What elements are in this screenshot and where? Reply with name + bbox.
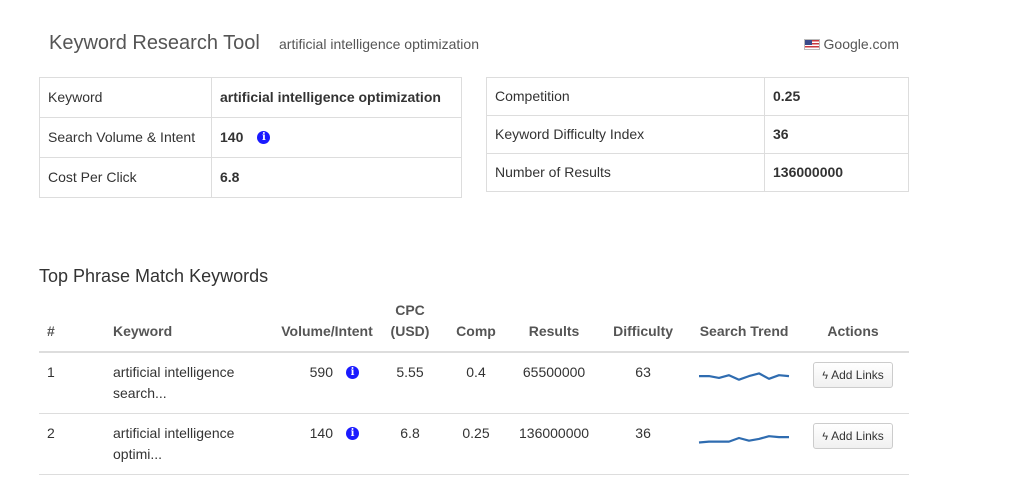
section-title: Top Phrase Match Keywords <box>39 266 269 286</box>
info-icon[interactable]: i <box>346 366 359 379</box>
table-row: 2 artificial intelligence optimi... 140 … <box>39 413 909 475</box>
row-cpc: 5.55 <box>381 352 439 414</box>
cpc-value: 6.8 <box>211 157 462 198</box>
sparkline-line <box>699 372 790 381</box>
summary-row-difficulty: Keyword Difficulty Index 36 <box>486 115 909 154</box>
summary-row-results: Number of Results 136000000 <box>486 153 909 192</box>
col-header-actions: Actions <box>797 300 909 353</box>
keyword-summary-table: Keyword artificial intelligence optimiza… <box>39 77 462 198</box>
table-row: 1 artificial intelligence search... 590 … <box>39 352 909 414</box>
add-links-button[interactable]: ϟ Add Links <box>813 423 893 449</box>
row-number: 1 <box>39 352 107 414</box>
cpc-label: Cost Per Click <box>39 157 212 198</box>
col-header-keyword: Keyword <box>107 300 273 353</box>
col-header-num: # <box>39 300 107 353</box>
us-flag-icon <box>803 38 820 50</box>
keyword-label: Keyword <box>39 77 212 118</box>
col-header-difficulty: Difficulty <box>595 300 692 353</box>
col-header-trend: Search Trend <box>691 300 798 353</box>
summary-row-cpc: Cost Per Click 6.8 <box>39 157 462 198</box>
search-query: artificial intelligence optimization <box>279 36 479 52</box>
summary-row-keyword: Keyword artificial intelligence optimiza… <box>39 77 462 118</box>
phrase-match-table: # Keyword Volume/Intent CPC (USD) Comp R… <box>39 300 909 475</box>
col-header-results: Results <box>513 300 596 353</box>
add-links-label: Add Links <box>831 429 884 443</box>
difficulty-label: Keyword Difficulty Index <box>486 115 765 154</box>
add-links-button[interactable]: ϟ Add Links <box>813 362 893 388</box>
add-links-label: Add Links <box>831 368 884 382</box>
search-engine-label: Google.com <box>823 36 899 52</box>
col-header-volume: Volume/Intent <box>273 300 381 353</box>
competition-label: Competition <box>486 77 765 116</box>
competition-value: 0.25 <box>764 77 909 116</box>
page-header: Keyword Research Tool artificial intelli… <box>49 31 909 57</box>
table-header-row: # Keyword Volume/Intent CPC (USD) Comp R… <box>39 300 909 353</box>
difficulty-value: 36 <box>764 115 909 154</box>
search-trend-sparkline <box>699 372 790 381</box>
results-value: 136000000 <box>764 153 909 192</box>
row-comp: 0.25 <box>439 413 513 475</box>
search-volume-value: 140 <box>220 129 244 145</box>
bolt-icon: ϟ <box>822 370 829 382</box>
summary-row-volume: Search Volume & Intent 140 i <box>39 117 462 158</box>
row-results: 65500000 <box>513 352 596 414</box>
row-difficulty: 63 <box>595 352 692 414</box>
competition-summary-table: Competition 0.25 Keyword Difficulty Inde… <box>486 77 909 192</box>
page-title: Keyword Research Tool <box>49 32 260 54</box>
sparkline-line <box>698 435 790 444</box>
search-engine[interactable]: Google.com <box>803 36 899 52</box>
row-difficulty: 36 <box>595 413 692 475</box>
row-comp: 0.4 <box>439 352 513 414</box>
row-keyword[interactable]: artificial intelligence search... <box>107 352 273 414</box>
row-number: 2 <box>39 413 107 475</box>
results-label: Number of Results <box>486 153 765 192</box>
row-volume: 590 <box>309 364 333 380</box>
summary-row-competition: Competition 0.25 <box>486 77 909 116</box>
search-volume-label: Search Volume & Intent <box>39 117 212 158</box>
row-keyword[interactable]: artificial intelligence optimi... <box>107 413 273 475</box>
row-volume: 140 <box>309 425 333 441</box>
row-cpc: 6.8 <box>381 413 439 475</box>
info-icon[interactable]: i <box>257 131 271 144</box>
search-trend-sparkline <box>698 435 790 444</box>
info-icon[interactable]: i <box>346 427 359 440</box>
col-header-comp: Comp <box>439 300 513 353</box>
row-results: 136000000 <box>513 413 596 475</box>
col-header-cpc: CPC (USD) <box>381 300 439 353</box>
keyword-value: artificial intelligence optimization <box>211 77 462 118</box>
bolt-icon: ϟ <box>822 431 829 443</box>
